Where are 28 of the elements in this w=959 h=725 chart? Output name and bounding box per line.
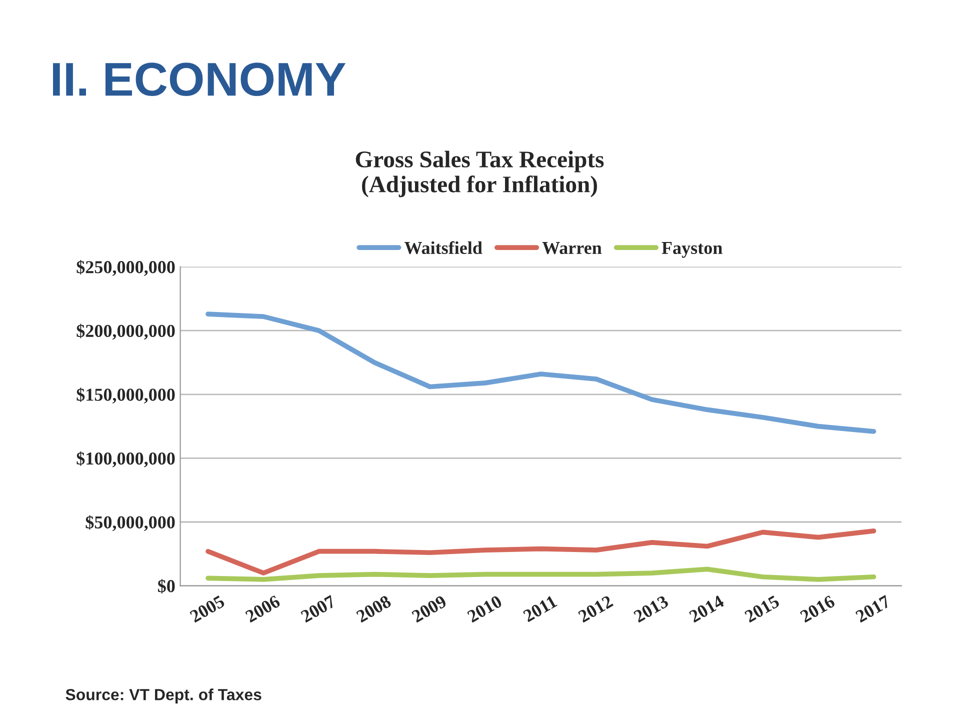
y-tick-label: $200,000,000 — [76, 324, 175, 340]
source-note: Source: VT Dept. of Taxes — [66, 688, 262, 704]
line-series — [206, 566, 876, 582]
x-tick-label: 2009 — [411, 594, 448, 623]
x-tick-label: 2013 — [633, 594, 670, 623]
x-tick-label: 2015 — [744, 594, 780, 623]
x-tick-label: 2011 — [522, 595, 558, 622]
chart-title: Gross Sales Tax Receipts (Adjusted for Inflation) — [356, 150, 604, 198]
x-tick-label: 2007 — [300, 594, 336, 623]
text: II. ECONOMY — [53, 62, 346, 96]
legend-label: Waitsfield — [404, 241, 482, 254]
x-tick-label: 2010 — [466, 594, 503, 623]
x-tick-label: 2012 — [578, 594, 614, 623]
x-tick-label: 2017 — [854, 594, 892, 623]
y-tick-label: $50,000,000 — [86, 515, 175, 532]
y-tick-label: $0 — [158, 578, 175, 594]
y-tick-label: $250,000,000 — [76, 260, 175, 276]
legend-label: Fayston — [662, 242, 722, 258]
x-tick-label: 2005 — [189, 594, 226, 623]
y-tick-label: $150,000,000 — [76, 388, 175, 404]
x-tick-label: 2016 — [799, 594, 836, 623]
y-tick-label: $100,000,000 — [76, 451, 175, 468]
legend-label: Warren — [542, 242, 602, 254]
x-tick-label: 2014 — [688, 594, 725, 623]
line-series — [206, 312, 876, 434]
x-tick-label: 2006 — [244, 594, 281, 623]
line-series — [206, 528, 876, 576]
x-tick-label: 2008 — [356, 594, 392, 623]
